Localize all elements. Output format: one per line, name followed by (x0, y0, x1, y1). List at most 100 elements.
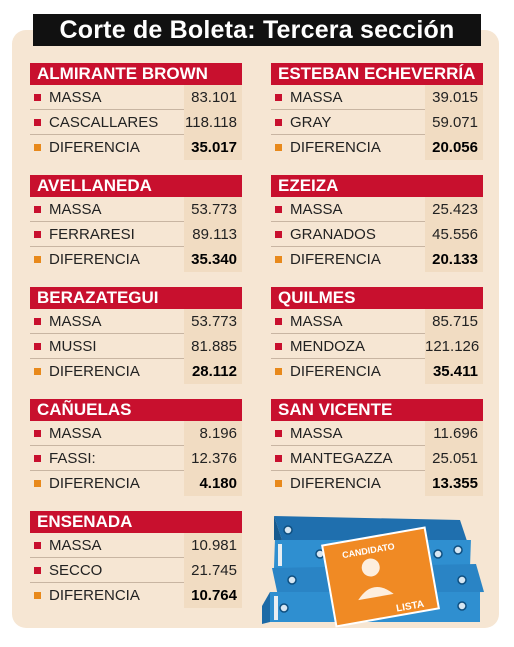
orange-square-icon (34, 256, 41, 263)
row-value: 35.340 (184, 247, 242, 272)
row-value: 11.696 (425, 420, 483, 446)
orange-square-icon (275, 480, 282, 487)
difference-row: DIFERENCIA 10.764 (30, 583, 242, 608)
row-value: 20.056 (425, 135, 483, 160)
section-san-vicente: SAN VICENTE MASSA 11.696 MANTEGAZZA 25.051… (271, 399, 483, 496)
table-row: MENDOZA 121.126 (271, 333, 483, 359)
row-value: 8.196 (184, 420, 242, 446)
red-square-icon (275, 342, 282, 350)
table-row: MASSA 53.773 (30, 308, 242, 334)
row-value: 25.051 (425, 445, 483, 471)
row-value: 39.015 (425, 84, 483, 110)
orange-square-icon (275, 144, 282, 151)
red-square-icon (34, 230, 41, 238)
row-value: 10.981 (184, 532, 242, 558)
section-almirante-brown: ALMIRANTE BROWN MASSA 83.101 CASCALLARES 1… (30, 63, 242, 160)
orange-square-icon (34, 144, 41, 151)
section-header: BERAZATEGUI (30, 287, 242, 309)
table-row: MASSA 8.196 (30, 420, 242, 446)
table-row: CASCALLARES 118.118 (30, 109, 242, 135)
row-label: DIFERENCIA (290, 475, 381, 492)
page-title: Corte de Boleta: Tercera sección (33, 14, 481, 46)
row-label: MASSA (290, 424, 343, 442)
table-row: FERRARESI 89.113 (30, 221, 242, 247)
red-square-icon (275, 205, 282, 213)
difference-row: DIFERENCIA 13.355 (271, 471, 483, 496)
table-row: MASSA 83.101 (30, 84, 242, 110)
section-header: AVELLANEDA (30, 175, 242, 197)
row-value: 121.126 (425, 333, 483, 359)
row-value: 59.071 (425, 109, 483, 135)
difference-row: DIFERENCIA 35.340 (30, 247, 242, 272)
orange-square-icon (34, 592, 41, 599)
binders-illustration: CANDIDATO LISTA (262, 510, 490, 628)
table-row: SECCO 21.745 (30, 557, 242, 583)
row-label: SECCO (49, 561, 103, 579)
row-label: MASSA (290, 88, 343, 106)
section-berazategui: BERAZATEGUI MASSA 53.773 MUSSI 81.885 DIFE… (30, 287, 242, 384)
row-value: 118.118 (184, 109, 242, 135)
section-header: CAÑUELAS (30, 399, 242, 421)
difference-row: DIFERENCIA 20.056 (271, 135, 483, 160)
orange-square-icon (34, 480, 41, 487)
red-square-icon (34, 454, 41, 462)
row-label: MUSSI (49, 337, 97, 355)
row-label: DIFERENCIA (290, 363, 381, 380)
row-label: GRAY (290, 113, 332, 131)
section-ezeiza: EZEIZA MASSA 25.423 GRANADOS 45.556 DIFERE… (271, 175, 483, 272)
row-label: DIFERENCIA (49, 363, 140, 380)
row-value: 53.773 (184, 308, 242, 334)
section-header: ESTEBAN ECHEVERRÍA (271, 63, 483, 85)
table-row: MASSA 39.015 (271, 84, 483, 110)
row-value: 20.133 (425, 247, 483, 272)
row-value: 81.885 (184, 333, 242, 359)
red-square-icon (34, 317, 41, 325)
row-label: MASSA (290, 312, 343, 330)
difference-row: DIFERENCIA 35.017 (30, 135, 242, 160)
red-square-icon (275, 230, 282, 238)
red-square-icon (34, 93, 41, 101)
red-square-icon (34, 205, 41, 213)
difference-row: DIFERENCIA 35.411 (271, 359, 483, 384)
row-value: 4.180 (184, 471, 242, 496)
row-label: MASSA (49, 536, 102, 554)
table-row: MUSSI 81.885 (30, 333, 242, 359)
row-label: DIFERENCIA (49, 139, 140, 156)
table-row: MASSA 11.696 (271, 420, 483, 446)
orange-square-icon (275, 368, 282, 375)
row-value: 85.715 (425, 308, 483, 334)
table-row: MASSA 25.423 (271, 196, 483, 222)
row-value: 35.017 (184, 135, 242, 160)
row-value: 13.355 (425, 471, 483, 496)
row-label: FASSI: (49, 449, 96, 467)
red-square-icon (275, 317, 282, 325)
row-value: 21.745 (184, 557, 242, 583)
red-square-icon (275, 118, 282, 126)
difference-row: DIFERENCIA 20.133 (271, 247, 483, 272)
red-square-icon (275, 429, 282, 437)
section-ensenada: ENSENADA MASSA 10.981 SECCO 21.745 DIFEREN… (30, 511, 242, 608)
row-label: DIFERENCIA (290, 251, 381, 268)
red-square-icon (34, 541, 41, 549)
binders-icon: CANDIDATO LISTA (262, 516, 484, 628)
row-label: DIFERENCIA (290, 139, 381, 156)
row-value: 10.764 (184, 583, 242, 608)
difference-row: DIFERENCIA 28.112 (30, 359, 242, 384)
row-label: DIFERENCIA (49, 251, 140, 268)
row-value: 12.376 (184, 445, 242, 471)
table-row: MASSA 85.715 (271, 308, 483, 334)
red-square-icon (275, 454, 282, 462)
row-label: FERRARESI (49, 225, 135, 243)
section-header: QUILMES (271, 287, 483, 309)
table-row: MASSA 53.773 (30, 196, 242, 222)
row-label: DIFERENCIA (49, 475, 140, 492)
row-label: MASSA (49, 88, 102, 106)
row-label: DIFERENCIA (49, 587, 140, 604)
row-value: 53.773 (184, 196, 242, 222)
row-label: MASSA (49, 424, 102, 442)
row-value: 28.112 (184, 359, 242, 384)
section-esteban-echeverria: ESTEBAN ECHEVERRÍA MASSA 39.015 GRAY 59.07… (271, 63, 483, 160)
section-canuelas: CAÑUELAS MASSA 8.196 FASSI: 12.376 DIFEREN… (30, 399, 242, 496)
row-label: MASSA (290, 200, 343, 218)
difference-row: DIFERENCIA 4.180 (30, 471, 242, 496)
